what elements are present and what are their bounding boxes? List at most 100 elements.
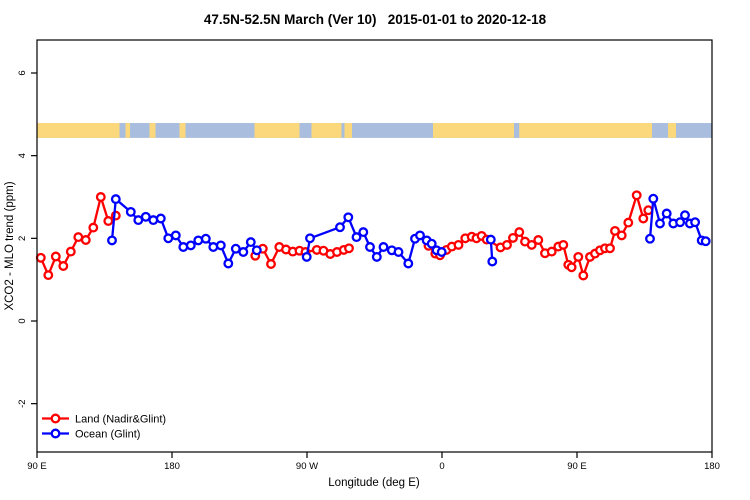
- ocean-series-marker: [403, 258, 414, 269]
- data-series: [35, 190, 711, 281]
- land-band-segment: [433, 123, 652, 138]
- ocean-series-marker: [335, 222, 345, 233]
- legend-label: Ocean (Glint): [75, 429, 140, 441]
- land-series-marker: [103, 216, 114, 226]
- chart-title: 47.5N-52.5N March (Ver 10) 2015-01-01 to…: [204, 12, 547, 27]
- ocean-series-marker: [230, 243, 241, 254]
- ocean-series-marker: [487, 256, 498, 267]
- ocean-series-marker: [178, 242, 189, 252]
- land-series-marker: [514, 227, 525, 238]
- land-series-marker: [566, 262, 577, 273]
- ocean-series-marker: [245, 237, 256, 248]
- land-series-marker: [610, 225, 620, 236]
- ocean-series-marker: [133, 215, 144, 226]
- land-band-segment: [149, 123, 156, 138]
- ocean-series-marker: [185, 240, 196, 251]
- land-series-marker: [50, 251, 61, 262]
- land-series-marker: [526, 239, 537, 250]
- ocean-series-marker: [200, 233, 211, 244]
- x-tick-label: 0: [439, 461, 444, 472]
- y-tick-label: 4: [17, 153, 28, 158]
- y-axis-label: XCO2 - MLO trend (ppm): [4, 181, 16, 310]
- x-tick-label: 180: [704, 461, 720, 472]
- land-series-marker: [546, 246, 557, 257]
- land-series-marker: [266, 259, 276, 269]
- land-ocean-band: [37, 123, 712, 138]
- legend-marker-sample: [50, 428, 61, 439]
- land-band-segment: [125, 123, 130, 138]
- ocean-series-marker: [700, 236, 711, 247]
- ocean-series-marker: [358, 227, 369, 238]
- land-series-marker: [605, 243, 615, 254]
- ocean-series-marker: [655, 218, 665, 229]
- land-band-segment: [254, 123, 342, 138]
- land-series-marker: [43, 270, 54, 281]
- ocean-series-marker: [125, 206, 136, 217]
- land-series-marker: [558, 239, 569, 250]
- ocean-series-marker: [690, 217, 701, 228]
- y-tick-label: 6: [17, 70, 28, 75]
- ocean-series-marker: [365, 242, 375, 252]
- x-axis-label: Longitude (deg E): [328, 477, 420, 489]
- land-series-marker: [643, 205, 654, 216]
- ocean-series-marker: [378, 242, 389, 252]
- ocean-band-patch: [299, 123, 312, 138]
- plot-box: [36, 39, 713, 453]
- x-tick-label: 90 E: [27, 461, 47, 472]
- ocean-series-marker: [371, 251, 382, 262]
- land-series-marker: [80, 235, 91, 245]
- ocean-series-marker: [675, 217, 686, 228]
- land-series-marker: [35, 252, 46, 263]
- ocean-series-marker: [148, 215, 159, 226]
- land-series-marker: [508, 232, 518, 243]
- ocean-series-marker: [215, 240, 226, 251]
- ocean-series-marker: [393, 247, 404, 257]
- ocean-series-marker: [485, 234, 496, 245]
- ocean-series-marker: [238, 247, 249, 257]
- land-band-segment: [37, 123, 120, 138]
- land-series-marker: [631, 190, 642, 201]
- ocean-series-marker: [301, 251, 312, 262]
- legend: Land (Nadir&Glint) Ocean (Glint): [42, 414, 166, 441]
- land-series-marker: [502, 239, 512, 250]
- land-series-marker: [95, 192, 106, 202]
- ocean-band-patch: [514, 123, 520, 138]
- ocean-series-marker: [140, 211, 151, 222]
- land-band-segment: [179, 123, 186, 138]
- legend-marker-sample: [50, 413, 61, 424]
- legend-label: Land (Nadir&Glint): [75, 414, 166, 426]
- ocean-series-marker: [223, 258, 234, 269]
- land-series-marker: [638, 213, 649, 224]
- land-series-marker: [623, 217, 634, 228]
- land-band-segment: [344, 123, 352, 138]
- ocean-series-marker: [648, 193, 659, 204]
- land-band-segment: [668, 123, 676, 138]
- x-tick-label: 90 W: [296, 461, 318, 472]
- ocean-series-marker: [155, 213, 166, 224]
- land-series-marker: [344, 243, 354, 254]
- axes: 90 E 180 90 W 0 90 E 180 -2 0 2 4 6: [17, 39, 720, 472]
- ocean-series-marker: [208, 242, 219, 252]
- ocean-series-marker: [426, 238, 437, 249]
- land-series-marker: [616, 230, 627, 241]
- y-tick-label: 0: [17, 318, 28, 323]
- ocean-series-marker: [107, 235, 117, 246]
- land-series-marker: [533, 235, 544, 245]
- ocean-series-marker: [351, 232, 362, 243]
- ocean-series-marker: [415, 230, 425, 241]
- land-series-marker: [65, 246, 76, 257]
- land-series-marker: [578, 270, 589, 281]
- x-tick-label: 90 E: [567, 461, 587, 472]
- y-tick-label: 2: [17, 236, 28, 241]
- land-series-marker: [88, 222, 99, 233]
- land-series-marker: [58, 261, 69, 271]
- ocean-series-marker: [661, 208, 672, 219]
- ocean-series-marker: [680, 210, 690, 221]
- y-tick-label: -2: [17, 399, 28, 407]
- ocean-series-marker: [436, 247, 447, 257]
- land-series-marker: [573, 251, 584, 262]
- ocean-series-marker: [305, 233, 315, 244]
- ocean-series-marker: [110, 194, 121, 205]
